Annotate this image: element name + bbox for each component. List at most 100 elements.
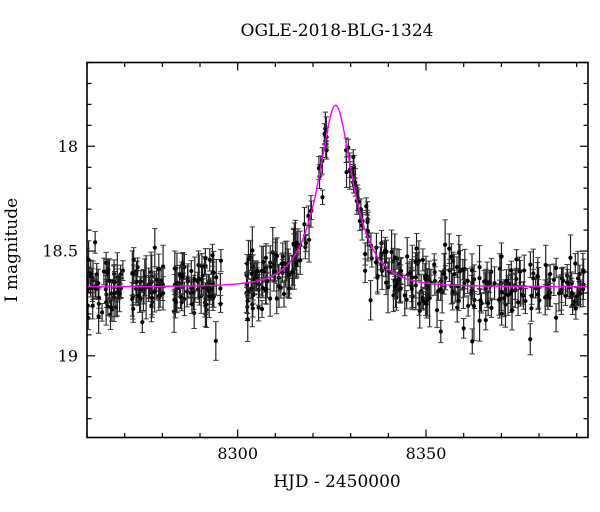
data-point xyxy=(287,272,292,277)
scatter-series xyxy=(87,111,587,361)
data-point xyxy=(496,297,502,303)
x-tick-label: 8300 xyxy=(217,444,258,463)
data-point xyxy=(249,271,254,276)
data-point xyxy=(284,266,290,272)
data-point xyxy=(207,294,212,299)
model-curve-group xyxy=(87,104,588,288)
data-point xyxy=(454,264,460,270)
data-point xyxy=(368,298,373,303)
data-point xyxy=(101,269,106,274)
data-point xyxy=(499,254,504,259)
data-point xyxy=(257,282,262,287)
data-point xyxy=(547,295,552,300)
data-point xyxy=(522,268,527,273)
data-point xyxy=(303,241,309,246)
data-point xyxy=(405,254,410,259)
data-point xyxy=(268,296,273,301)
data-point xyxy=(322,131,327,136)
data-point xyxy=(577,271,582,277)
data-point xyxy=(483,318,488,323)
data-point xyxy=(486,301,491,306)
data-point xyxy=(434,308,440,313)
data-point xyxy=(105,304,110,309)
data-point xyxy=(138,287,143,292)
data-point xyxy=(135,265,140,270)
data-point xyxy=(351,154,356,160)
data-point xyxy=(107,278,112,284)
data-point xyxy=(416,301,422,306)
data-point xyxy=(218,301,223,307)
data-point xyxy=(149,295,155,301)
data-point xyxy=(303,244,308,250)
data-point xyxy=(255,269,260,274)
data-point xyxy=(568,255,573,260)
data-point xyxy=(398,286,403,291)
y-tick-label: 19 xyxy=(58,346,78,365)
data-point xyxy=(213,338,218,344)
data-point xyxy=(204,302,209,307)
data-point xyxy=(456,298,461,303)
data-point xyxy=(99,310,105,315)
data-point xyxy=(192,277,197,282)
data-point xyxy=(535,292,541,297)
data-point xyxy=(489,305,494,310)
data-point xyxy=(443,242,448,247)
data-point xyxy=(152,245,157,250)
data-point xyxy=(363,268,368,273)
data-point xyxy=(492,281,497,286)
data-point xyxy=(478,298,483,303)
data-point xyxy=(462,281,467,286)
data-point xyxy=(469,268,475,273)
data-point xyxy=(529,306,534,311)
data-point xyxy=(218,286,223,291)
data-point xyxy=(320,195,325,200)
data-point xyxy=(245,317,250,322)
data-point xyxy=(134,279,140,284)
data-point xyxy=(259,268,264,274)
data-point xyxy=(548,271,553,277)
data-point xyxy=(423,276,428,282)
data-point xyxy=(344,170,349,175)
data-point xyxy=(499,289,504,295)
data-point xyxy=(90,303,95,308)
data-point xyxy=(373,260,379,265)
data-point xyxy=(250,248,255,253)
data-point xyxy=(117,291,122,296)
data-point xyxy=(384,280,389,285)
data-point xyxy=(375,273,380,279)
data-point xyxy=(94,272,99,277)
data-point xyxy=(509,308,515,313)
data-point xyxy=(120,268,125,273)
data-point xyxy=(460,267,465,272)
data-point xyxy=(535,274,540,279)
data-point xyxy=(573,306,578,311)
data-point xyxy=(260,285,265,291)
data-point xyxy=(502,296,507,301)
data-point xyxy=(140,320,145,325)
data-point xyxy=(470,339,475,344)
data-point xyxy=(298,258,303,263)
data-point xyxy=(436,288,441,294)
data-point xyxy=(200,273,205,278)
data-point xyxy=(551,277,557,282)
data-point xyxy=(520,292,525,297)
data-point xyxy=(573,261,578,266)
data-point xyxy=(289,270,295,275)
data-point xyxy=(528,337,533,342)
data-point xyxy=(510,288,515,293)
data-point xyxy=(211,270,216,275)
data-point xyxy=(578,291,583,296)
data-point xyxy=(189,286,194,291)
y-axis-label: I magnitude xyxy=(2,198,22,302)
data-point xyxy=(111,291,116,296)
data-point xyxy=(263,255,268,260)
data-point xyxy=(548,290,553,295)
data-point xyxy=(528,262,533,267)
data-point xyxy=(404,297,409,302)
data-point xyxy=(509,268,514,273)
data-point xyxy=(477,265,482,270)
data-point xyxy=(246,257,251,262)
data-point xyxy=(456,250,461,255)
data-point xyxy=(416,258,422,263)
data-point xyxy=(447,246,452,251)
